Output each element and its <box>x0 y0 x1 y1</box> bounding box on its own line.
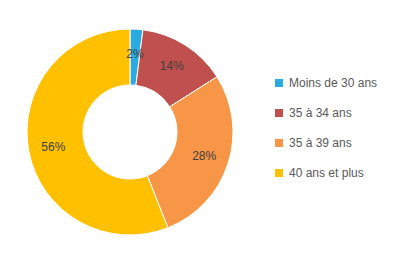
svg-text:35 à 39 ans: 35 à 39 ans <box>289 136 352 150</box>
svg-text:Moins de 30 ans: Moins de 30 ans <box>289 76 377 90</box>
svg-text:14%: 14% <box>160 59 184 73</box>
svg-text:40 ans et plus: 40 ans et plus <box>289 166 364 180</box>
svg-text:56%: 56% <box>41 140 65 154</box>
svg-text:28%: 28% <box>192 149 216 163</box>
svg-text:2%: 2% <box>126 47 144 61</box>
svg-text:35 à 34 ans: 35 à 34 ans <box>289 106 352 120</box>
